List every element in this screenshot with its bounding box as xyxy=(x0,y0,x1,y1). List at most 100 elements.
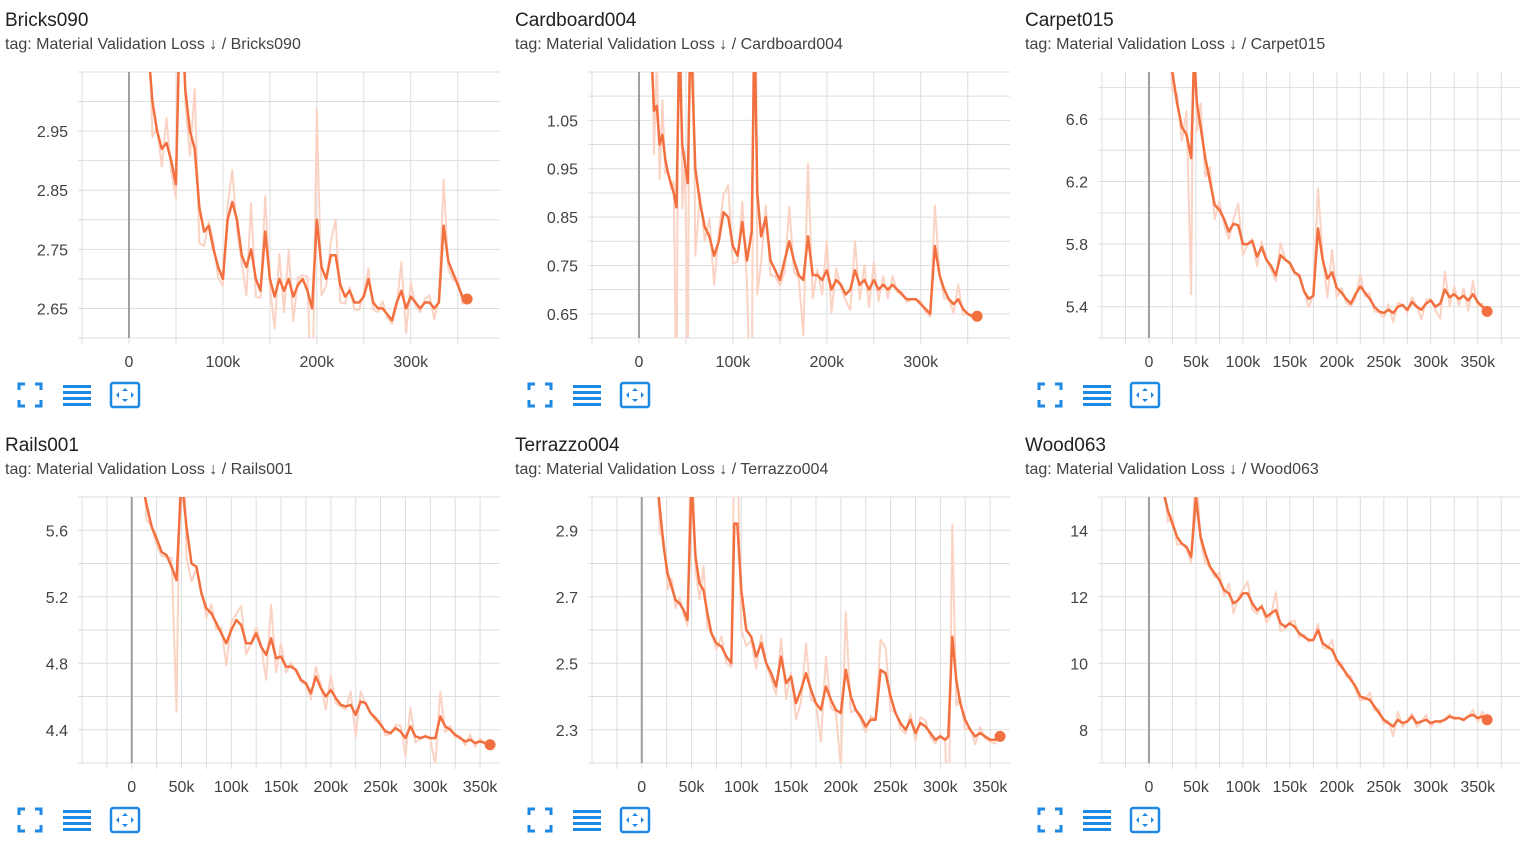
data-table-icon[interactable] xyxy=(571,380,601,410)
fit-domain-icon[interactable] xyxy=(1129,805,1161,835)
last-point-marker xyxy=(1481,305,1493,317)
x-tick-label: 300k xyxy=(903,354,939,371)
fit-domain-icon[interactable] xyxy=(619,805,651,835)
line-chart[interactable]: 0.65 0.75 0.85 0.95 1.05 0 100k 200k 300k xyxy=(510,0,1015,380)
x-tick-label: 200k xyxy=(823,779,859,796)
y-tick-label: 2.7 xyxy=(556,590,578,607)
line-chart[interactable]: 8 10 12 14 0 50k 100k 150k 200k 250k 300k 350k xyxy=(1020,425,1525,805)
last-point-marker xyxy=(1481,714,1493,726)
x-tick-label: 150k xyxy=(264,779,300,796)
y-tick-label: 10 xyxy=(1070,656,1088,673)
card-title: Bricks090 xyxy=(5,10,89,31)
y-tick-label: 6.2 xyxy=(1066,175,1088,192)
x-tick-label: 150k xyxy=(1273,779,1309,796)
y-tick-label: 5.6 xyxy=(46,523,68,540)
x-tick-label: 350k xyxy=(1460,354,1496,371)
fit-domain-icon[interactable] xyxy=(1129,380,1161,410)
fullscreen-icon[interactable] xyxy=(15,805,45,835)
y-tick-label: 5.4 xyxy=(1066,300,1088,317)
raw-series-line xyxy=(651,72,978,338)
x-tick-label: 200k xyxy=(313,779,349,796)
x-tick-label: 350k xyxy=(463,779,499,796)
card-subtitle: tag: Material Validation Loss ↓ / Wood06… xyxy=(1025,461,1319,478)
card-title: Carpet015 xyxy=(1025,10,1114,31)
card-title: Wood063 xyxy=(1025,435,1106,456)
x-tick-label: 200k xyxy=(1319,354,1355,371)
y-tick-label: 0.75 xyxy=(547,258,578,275)
x-tick-label: 200k xyxy=(809,354,845,371)
x-tick-label: 200k xyxy=(1319,779,1355,796)
x-tick-label: 300k xyxy=(393,354,429,371)
y-tick-label: 2.5 xyxy=(556,656,578,673)
fullscreen-icon[interactable] xyxy=(525,380,555,410)
line-chart[interactable]: 2.3 2.5 2.7 2.9 0 50k 100k 150k 200k 250k 300k 350k xyxy=(510,425,1015,805)
card-subtitle: tag: Material Validation Loss ↓ / Cardbo… xyxy=(515,36,843,53)
card-title: Terrazzo004 xyxy=(515,435,620,456)
fullscreen-icon[interactable] xyxy=(1035,805,1065,835)
x-tick-label: 100k xyxy=(716,354,752,371)
line-chart[interactable]: 5.4 5.8 6.2 6.6 0 50k 100k 150k 200k 250k 300k 350k xyxy=(1020,0,1525,380)
smoothed-series-line xyxy=(1171,72,1488,315)
chart-card: Terrazzo004 tag: Material Validation Los… xyxy=(510,425,1015,845)
x-tick-label: 200k xyxy=(299,354,335,371)
line-chart[interactable]: 2.65 2.75 2.85 2.95 0 100k 200k 300k xyxy=(0,0,505,380)
y-tick-label: 2.3 xyxy=(556,723,578,740)
x-tick-label: 350k xyxy=(973,779,1009,796)
x-tick-label: 250k xyxy=(1366,779,1402,796)
fullscreen-icon[interactable] xyxy=(15,380,45,410)
x-tick-label: 300k xyxy=(1413,779,1449,796)
fullscreen-icon[interactable] xyxy=(525,805,555,835)
y-tick-label: 0.95 xyxy=(547,162,578,179)
x-tick-label: 250k xyxy=(1366,354,1402,371)
data-table-icon[interactable] xyxy=(1081,805,1111,835)
y-tick-label: 1.05 xyxy=(547,113,578,130)
y-tick-label: 2.65 xyxy=(37,301,68,318)
data-table-icon[interactable] xyxy=(1081,380,1111,410)
fit-domain-icon[interactable] xyxy=(109,805,141,835)
y-tick-label: 2.95 xyxy=(37,124,68,141)
fullscreen-icon[interactable] xyxy=(1035,380,1065,410)
x-tick-label: 100k xyxy=(1226,779,1262,796)
smoothed-series-line xyxy=(1163,497,1488,728)
x-tick-label: 100k xyxy=(214,779,250,796)
x-tick-label: 0 xyxy=(1145,779,1154,796)
fit-domain-icon[interactable] xyxy=(109,380,141,410)
smoothed-series-line xyxy=(657,497,1001,741)
y-tick-label: 2.75 xyxy=(37,242,68,259)
x-tick-label: 0 xyxy=(125,354,134,371)
card-subtitle: tag: Material Validation Loss ↓ / Rails0… xyxy=(5,461,293,478)
y-tick-label: 4.4 xyxy=(46,723,68,740)
chart-card: Wood063 tag: Material Validation Loss ↓ … xyxy=(1020,425,1525,845)
y-tick-label: 2.9 xyxy=(556,523,578,540)
x-tick-label: 100k xyxy=(724,779,760,796)
raw-series-line xyxy=(149,72,468,338)
y-tick-label: 5.8 xyxy=(1066,237,1088,254)
data-table-icon[interactable] xyxy=(571,805,601,835)
chart-card: Cardboard004 tag: Material Validation Lo… xyxy=(510,0,1015,420)
x-tick-label: 300k xyxy=(1413,354,1449,371)
y-tick-label: 8 xyxy=(1079,723,1088,740)
last-point-marker xyxy=(484,739,496,751)
chart-card: Carpet015 tag: Material Validation Loss … xyxy=(1020,0,1525,420)
x-tick-label: 50k xyxy=(169,779,196,796)
x-tick-label: 0 xyxy=(637,779,646,796)
chart-card: Rails001 tag: Material Validation Loss ↓… xyxy=(0,425,505,845)
fit-domain-icon[interactable] xyxy=(619,380,651,410)
x-tick-label: 100k xyxy=(206,354,242,371)
card-subtitle: tag: Material Validation Loss ↓ / Terraz… xyxy=(515,461,829,478)
line-chart[interactable]: 4.4 4.8 5.2 5.6 0 50k 100k 150k 200k 250k 300k 350k xyxy=(0,425,505,805)
data-table-icon[interactable] xyxy=(61,805,91,835)
x-tick-label: 50k xyxy=(679,779,706,796)
card-title: Cardboard004 xyxy=(515,10,637,31)
x-tick-label: 100k xyxy=(1226,354,1262,371)
x-tick-label: 50k xyxy=(1183,354,1210,371)
card-title: Rails001 xyxy=(5,435,79,456)
smoothed-series-line xyxy=(143,497,491,746)
data-table-icon[interactable] xyxy=(61,380,91,410)
raw-series-line xyxy=(1164,497,1489,738)
y-tick-label: 4.8 xyxy=(46,656,68,673)
x-tick-label: 150k xyxy=(1273,354,1309,371)
x-tick-label: 250k xyxy=(873,779,909,796)
card-subtitle: tag: Material Validation Loss ↓ / Bricks… xyxy=(5,36,301,53)
x-tick-label: 300k xyxy=(923,779,959,796)
